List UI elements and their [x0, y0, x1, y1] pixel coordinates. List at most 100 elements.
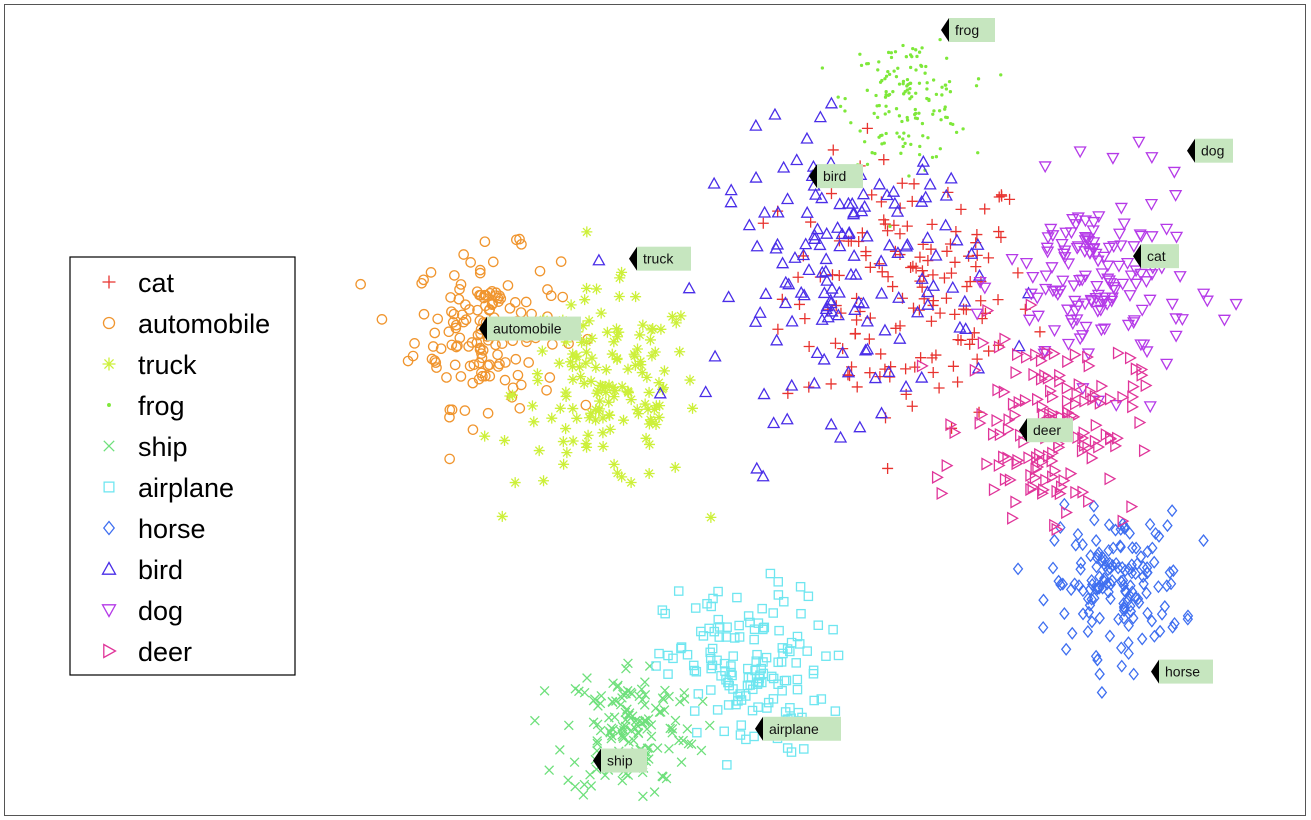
automobile-point	[476, 352, 488, 364]
frog-point	[945, 115, 949, 120]
deer-point	[1032, 460, 1045, 474]
bird-point	[824, 293, 838, 306]
cluster-label-bg	[637, 246, 691, 271]
dog-point	[1026, 271, 1040, 284]
airplane-point	[753, 702, 763, 712]
truck-point	[567, 403, 579, 415]
bird-point	[929, 248, 943, 261]
automobile-point	[444, 453, 455, 465]
cluster-label-dog: dog	[1187, 138, 1233, 163]
cat-point	[829, 337, 841, 349]
bird-point	[722, 290, 736, 303]
cat-point	[970, 261, 982, 273]
automobile-point	[458, 249, 469, 260]
dog-point	[1075, 274, 1089, 287]
cat-point	[863, 333, 875, 345]
truck-point	[528, 416, 540, 428]
cluster-label-pointer	[1133, 244, 1141, 269]
truck-point	[594, 395, 606, 407]
airplane-point	[721, 674, 731, 685]
automobile-point	[452, 340, 463, 352]
ship-point	[621, 663, 631, 674]
frog-point	[925, 81, 929, 85]
horse-point	[1099, 553, 1111, 568]
bird-point	[808, 232, 822, 244]
horse-point	[1065, 582, 1077, 597]
dog-point	[1097, 323, 1112, 336]
horse-point	[1147, 541, 1158, 555]
ship-point	[574, 686, 584, 697]
ship-point	[674, 735, 684, 746]
frog-point	[901, 144, 905, 149]
bird-point	[919, 190, 933, 203]
frog-point	[940, 85, 944, 89]
automobile-point	[355, 278, 366, 290]
horse-point	[1112, 561, 1124, 575]
truck-point	[595, 307, 607, 319]
frog-point	[883, 77, 887, 81]
bird-point	[833, 430, 848, 443]
airplane-point	[763, 697, 774, 708]
truck-point	[645, 324, 657, 336]
truck-point	[653, 411, 665, 423]
dog-point	[1053, 285, 1067, 298]
deer-point	[1004, 473, 1017, 487]
automobile-point	[446, 306, 457, 318]
cat-point	[851, 381, 863, 393]
horse-point	[1060, 642, 1072, 656]
horse-point	[1037, 620, 1049, 635]
truck-point	[575, 371, 587, 383]
truck-point	[577, 320, 589, 332]
dog-point	[1197, 288, 1211, 301]
truck-point	[600, 386, 612, 398]
frog-point	[954, 130, 959, 135]
cat-point	[983, 345, 995, 357]
airplane-point	[732, 592, 742, 603]
automobile-point	[431, 362, 442, 373]
legend: cat automobile truck frog ship airplane horse b…	[69, 256, 296, 676]
frog-point	[889, 51, 893, 55]
frog-point	[918, 144, 922, 149]
bird-point	[853, 420, 867, 433]
deer-point	[1049, 518, 1061, 532]
cluster-label-frog: frog	[941, 18, 995, 42]
automobile-point	[443, 326, 455, 338]
deer-point	[987, 427, 1000, 441]
cat-point	[906, 195, 918, 207]
horse-point	[1141, 586, 1152, 600]
airplane-point	[752, 649, 762, 660]
bird-point	[848, 303, 862, 315]
cat-point	[971, 249, 983, 261]
deer-point	[1127, 390, 1140, 404]
ship-point	[639, 700, 650, 710]
cluster-label-text: automobile	[493, 321, 562, 337]
ship-point	[639, 677, 650, 687]
legend-item-ship: ship	[103, 432, 188, 462]
deer-point	[1007, 397, 1020, 411]
truck-point	[611, 467, 623, 479]
deer-point	[1087, 392, 1100, 406]
legend-marker-horse	[102, 520, 116, 536]
truck-point	[646, 416, 658, 428]
deer-point	[1061, 394, 1074, 408]
truck-point	[581, 336, 593, 348]
horse-point	[1090, 649, 1102, 663]
dog-point	[1107, 241, 1121, 253]
dog-point	[1112, 228, 1127, 241]
legend-marker-automobile	[102, 316, 116, 330]
bird-point	[856, 296, 870, 309]
airplane-point	[773, 577, 784, 587]
cluster-label-truck: truck	[629, 246, 691, 271]
truck-point	[606, 348, 618, 360]
frog-point	[884, 74, 889, 78]
truck-point	[586, 352, 598, 364]
horse-point	[1086, 592, 1097, 606]
deer-point	[1025, 298, 1038, 312]
cat-point	[930, 349, 942, 361]
horse-point	[1086, 615, 1098, 629]
legend-marker-cat	[102, 275, 116, 289]
ship-point	[582, 673, 592, 683]
deer-point	[1126, 500, 1139, 514]
frog-point	[877, 60, 881, 64]
cat-point	[864, 367, 876, 379]
